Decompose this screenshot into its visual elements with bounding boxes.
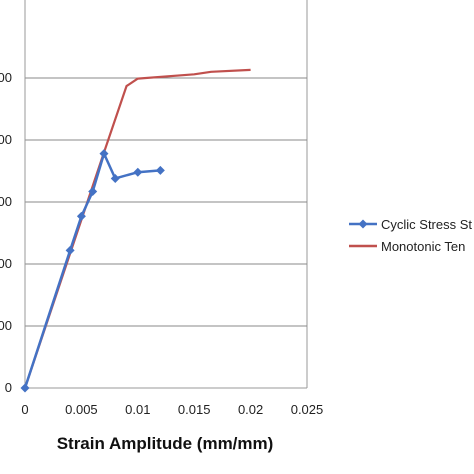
- data-point: [99, 149, 109, 159]
- x-tick-label: 0.025: [291, 402, 324, 417]
- data-point: [88, 186, 98, 196]
- y-tick-label: 00: [0, 194, 12, 209]
- legend-label: Monotonic Ten: [381, 239, 465, 254]
- y-tick-label: 00: [0, 256, 12, 271]
- x-tick-labels: 0 0.005 0.01 0.015 0.02 0.025: [21, 402, 323, 417]
- legend: Cyclic Stress St Monotonic Ten: [349, 217, 472, 254]
- data-point: [65, 245, 75, 255]
- legend-label: Cyclic Stress St: [381, 217, 472, 232]
- x-axis-title: Strain Amplitude (mm/mm): [57, 434, 274, 453]
- x-tick-label: 0.02: [238, 402, 263, 417]
- x-tick-label: 0.005: [65, 402, 98, 417]
- y-tick-label: 00: [0, 70, 12, 85]
- series-line: [23, 68, 251, 389]
- series-layer: [20, 68, 251, 393]
- x-tick-label: 0.015: [178, 402, 211, 417]
- data-point: [133, 167, 143, 177]
- data-point: [155, 165, 165, 175]
- data-point: [110, 173, 120, 183]
- y-tick-label: 0: [5, 380, 12, 395]
- legend-marker: [358, 219, 368, 229]
- y-tick-label: 00: [0, 132, 12, 147]
- x-tick-label: 0.01: [125, 402, 150, 417]
- data-point: [76, 211, 86, 221]
- series-line: [23, 152, 161, 389]
- data-point: [20, 383, 30, 393]
- gridlines: [25, 0, 308, 388]
- y-tick-label: 00: [0, 318, 12, 333]
- x-tick-label: 0: [21, 402, 28, 417]
